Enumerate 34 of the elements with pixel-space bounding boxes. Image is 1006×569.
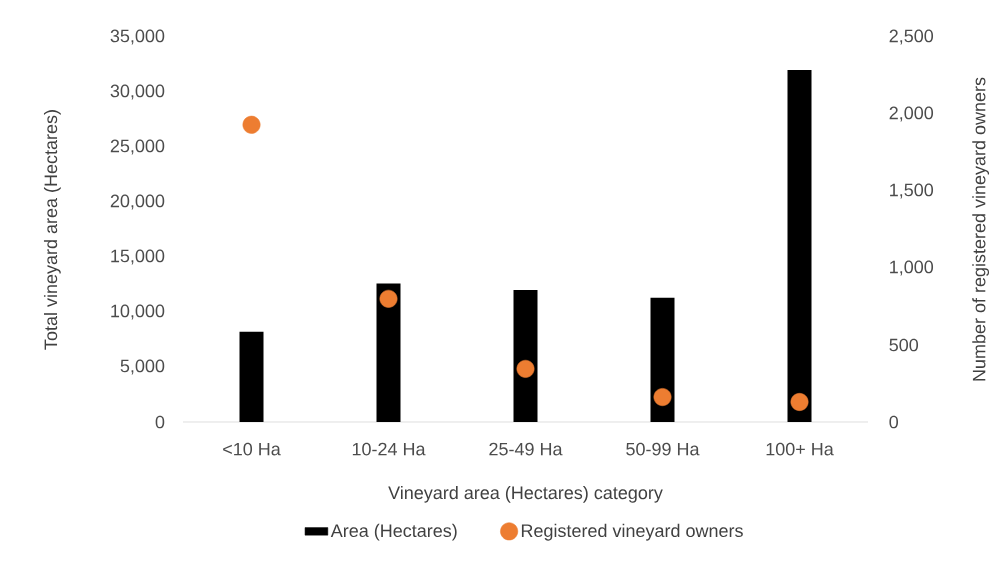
bar: [787, 70, 812, 422]
y2-tick-label: 2,500: [889, 29, 934, 45]
bar: [513, 290, 538, 422]
bar: [239, 331, 264, 422]
x-tick-label: 10-24 Ha: [352, 442, 426, 456]
point: [653, 388, 672, 406]
y2-tick-label: 1,500: [890, 183, 934, 199]
point: [516, 359, 535, 378]
y-tick-label: 10,000: [111, 304, 165, 320]
y-tick-label: 15,000: [111, 249, 165, 265]
y-tick-label: 0: [155, 415, 165, 429]
y-tick-label: 20,000: [110, 194, 165, 210]
y-axis-title: Total vineyard area (Hectares): [43, 110, 61, 350]
y2-tick-label: 2,000: [889, 106, 934, 122]
y2-tick-label: 0: [889, 415, 899, 429]
y-tick-label: 30,000: [110, 84, 165, 100]
x-tick-label: 100+ Ha: [766, 442, 834, 456]
legend-label: Area (Hectares): [330, 523, 457, 541]
x-axis-title: Vineyard area (Hectares) category: [388, 485, 663, 503]
y-tick-label: 25,000: [110, 139, 165, 155]
x-tick-label: <10 Ha: [223, 442, 281, 456]
y-tick-label: 5,000: [120, 359, 165, 375]
bar: [650, 297, 675, 422]
y2-tick-label: 1,000: [890, 260, 934, 276]
y-tick-label: 35,000: [110, 29, 165, 45]
y2-tick-label: 500: [889, 338, 919, 352]
point: [790, 393, 809, 411]
point: [379, 289, 398, 308]
x-tick-label: 50-99 Ha: [626, 442, 700, 456]
point: [242, 115, 261, 134]
bar: [376, 283, 401, 422]
legend-label: Registered vineyard owners: [521, 523, 743, 541]
x-tick-label: 25-49 Ha: [489, 442, 563, 456]
y2-axis-title: Number of registered vineyard owners: [972, 77, 990, 381]
